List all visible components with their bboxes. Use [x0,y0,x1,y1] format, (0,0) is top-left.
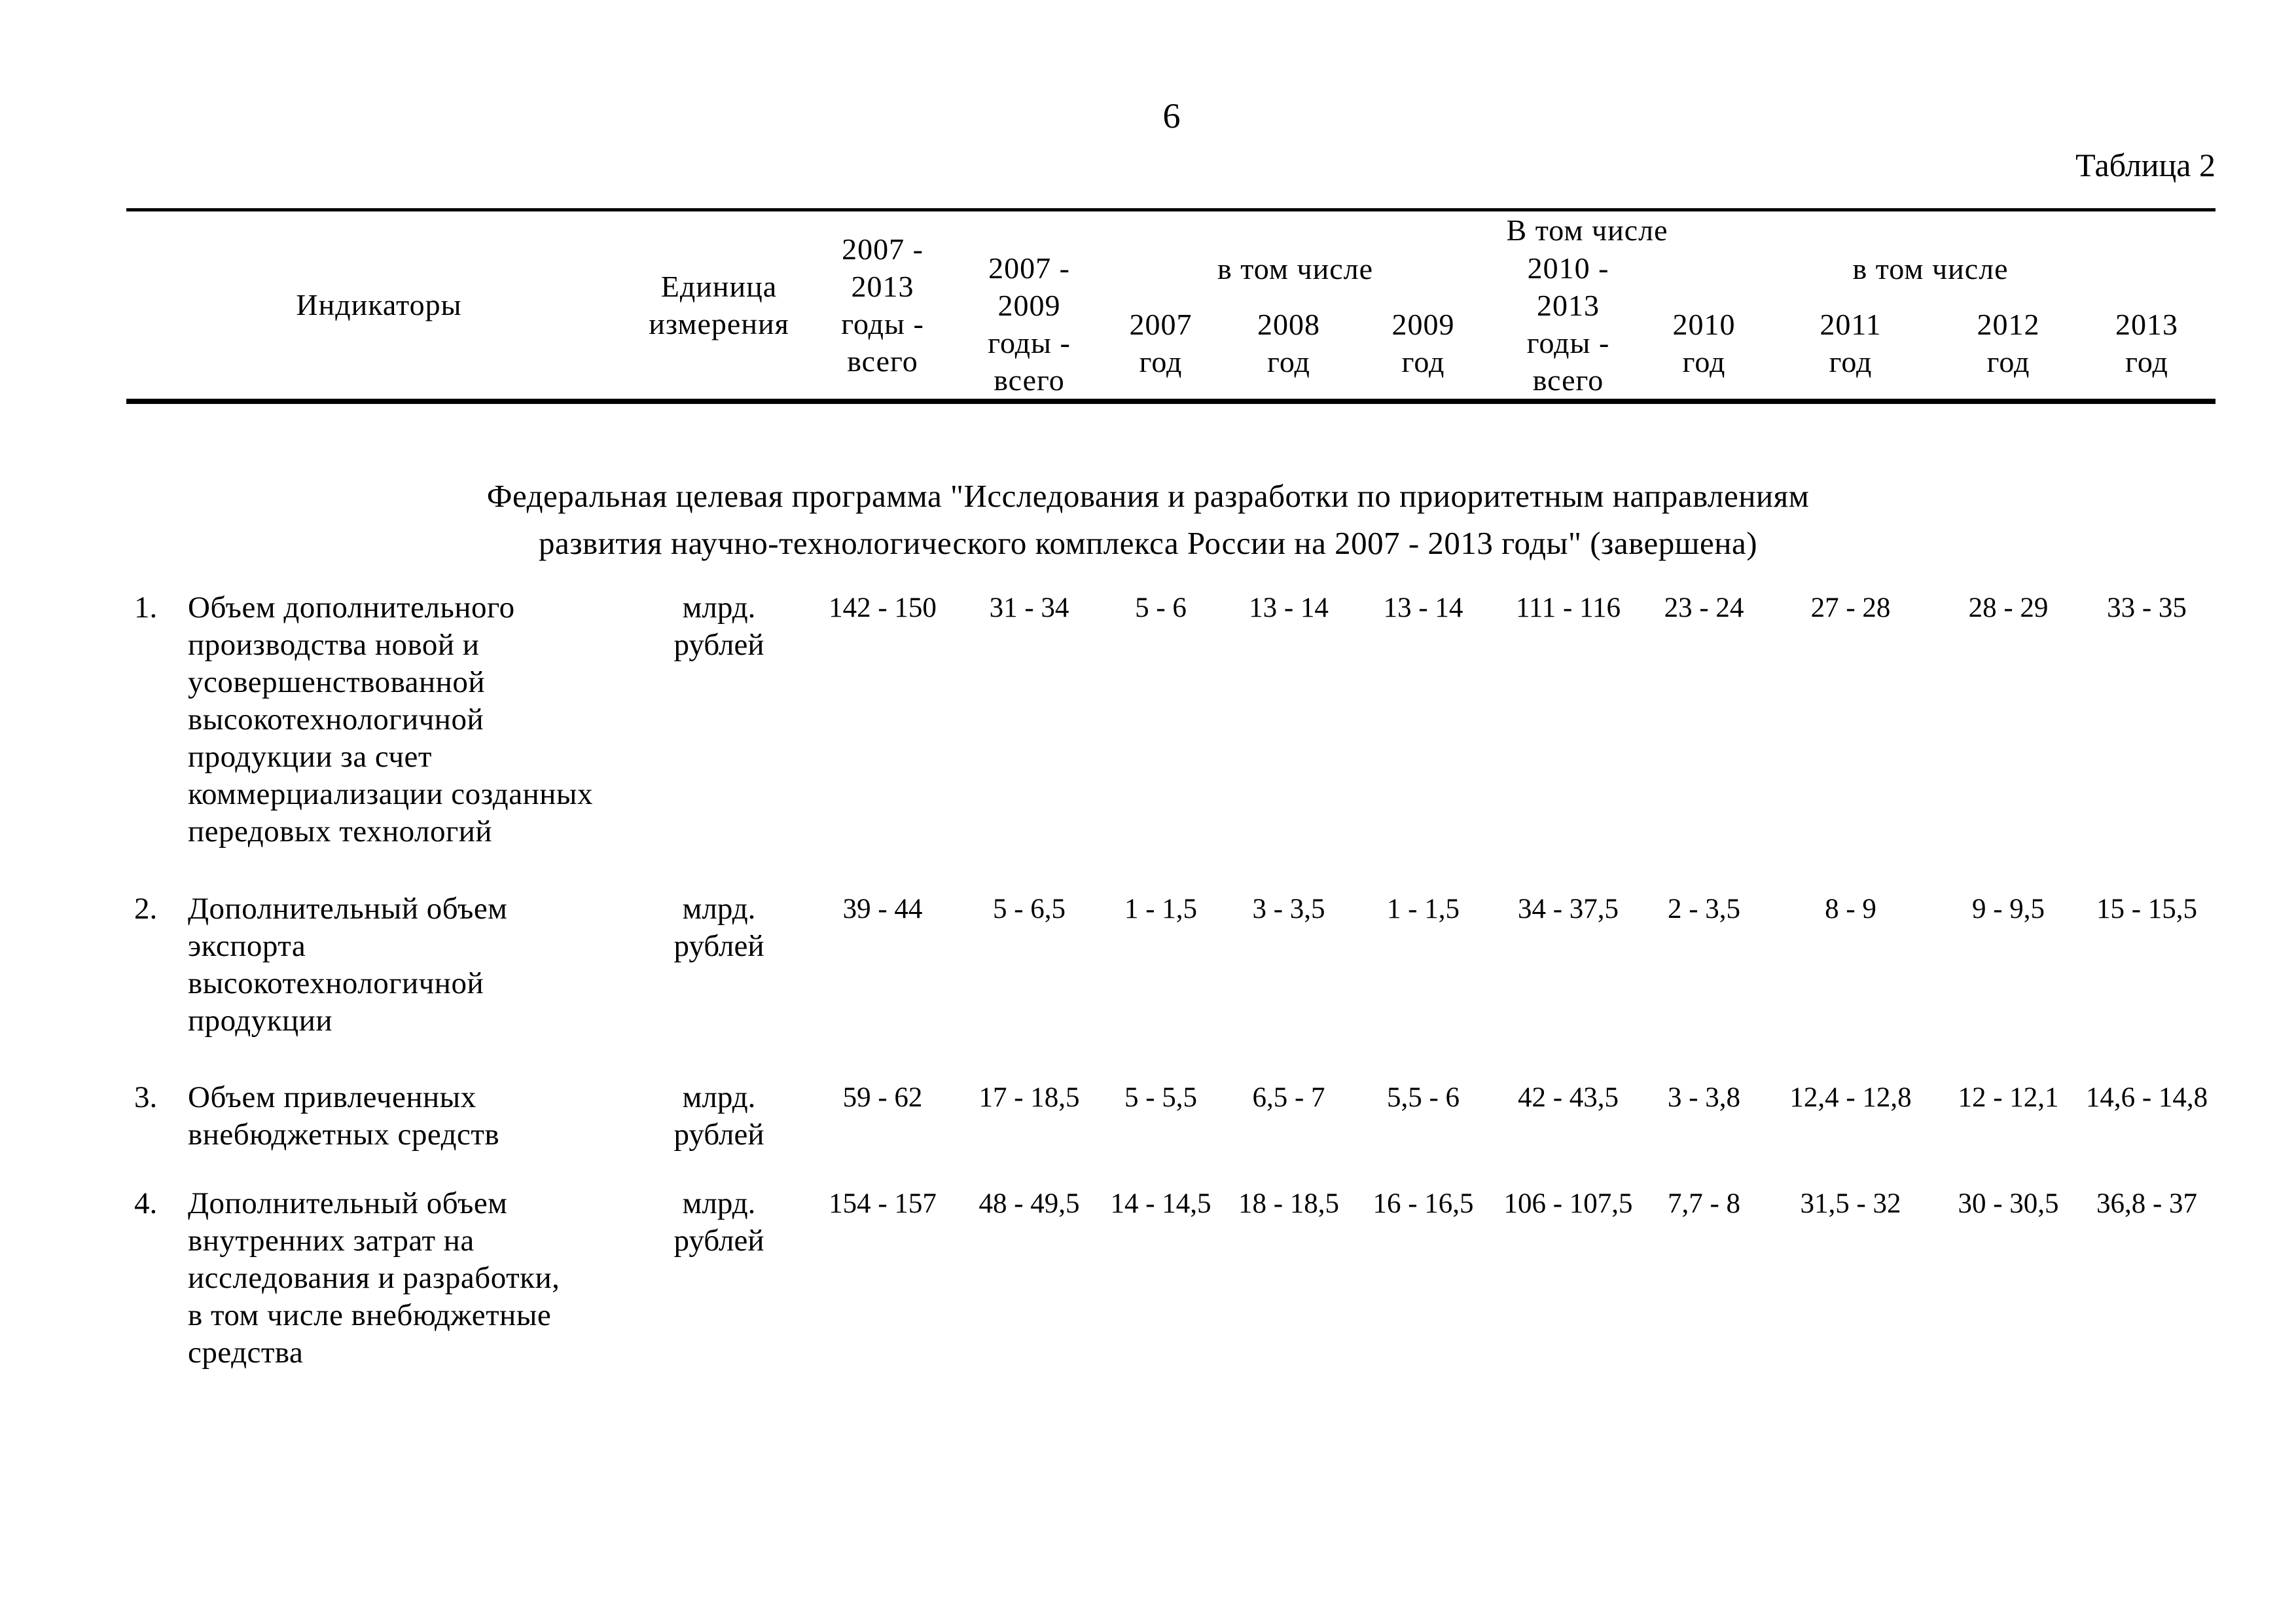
value-cell: 23 - 24 [1664,593,1744,623]
value-cell: 1 - 1,5 [1124,894,1198,924]
header-including-2007-2009: в том числе [1217,251,1373,285]
value-cell: 34 - 37,5 [1517,894,1619,924]
value-cell: 31 - 34 [989,593,1069,623]
row-indicator: Дополнительный объем экспорта высокотехн… [188,892,508,1038]
value-cell: 48 - 49,5 [978,1188,1080,1219]
value-cell: 42 - 43,5 [1517,1082,1619,1113]
row-indicator: Объем привлеченных внебюджетных средств [188,1080,500,1152]
page-number: 6 [1162,96,1181,136]
header-year-2009: 2009 год [1391,308,1455,378]
value-cell: 18 - 18,5 [1238,1188,1340,1219]
row-indicator: Дополнительный объем внутренних затрат н… [188,1186,560,1370]
row-number: 1. [134,591,158,625]
value-cell: 28 - 29 [1968,593,2049,623]
header-year-2008: 2008 год [1257,308,1320,378]
value-cell: 14 - 14,5 [1110,1188,1211,1219]
row-number: 4. [134,1186,158,1220]
value-cell: 111 - 116 [1515,593,1621,623]
value-cell: 106 - 107,5 [1503,1188,1633,1219]
value-cell: 9 - 9,5 [1971,894,2045,924]
indicators-table-header: Индикаторы Единица измерения 2007 - 2013… [126,208,2216,404]
header-total-2007-2013: 2007 - 2013 годы - всего [841,232,924,378]
value-cell: 30 - 30,5 [1958,1188,2059,1219]
value-cell: 59 - 62 [842,1082,923,1113]
value-cell: 14,6 - 14,8 [2085,1082,2208,1113]
value-cell: 17 - 18,5 [978,1082,1080,1113]
value-cell: 1 - 1,5 [1386,894,1460,924]
row-number: 3. [134,1080,158,1114]
header-year-2013: 2013 год [2115,308,2178,378]
value-cell: 16 - 16,5 [1372,1188,1474,1219]
value-cell: 6,5 - 7 [1252,1082,1325,1113]
header-including-2010-2013: в том числе [1852,251,2009,285]
header-unit: Единица измерения [649,269,789,340]
value-cell: 142 - 150 [829,593,937,623]
row-unit: млрд. рублей [673,892,764,963]
header-year-2011: 2011 год [1820,308,1882,378]
header-total-2010-2013: 2010 - 2013 годы - всего [1526,251,1610,397]
header-total-2007-2009: 2007 - 2009 годы - всего [988,251,1071,397]
value-cell: 13 - 14 [1383,593,1463,623]
value-cell: 36,8 - 37 [2096,1188,2198,1219]
row-unit: млрд. рублей [673,591,764,662]
value-cell: 13 - 14 [1249,593,1329,623]
table-caption: Таблица 2 [2075,147,2215,183]
value-cell: 12 - 12,1 [1958,1082,2059,1113]
value-cell: 12,4 - 12,8 [1789,1082,1912,1113]
row-indicator: Объем дополнительного производства новой… [188,591,593,848]
row-number: 2. [134,892,158,926]
value-cell: 39 - 44 [842,894,923,924]
value-cell: 31,5 - 32 [1800,1188,1901,1219]
value-cell: 33 - 35 [2107,593,2187,623]
value-cell: 5,5 - 6 [1386,1082,1460,1113]
header-indicators: Индикаторы [296,288,462,322]
value-cell: 7,7 - 8 [1667,1188,1741,1219]
value-cell: 8 - 9 [1825,894,1876,924]
value-cell: 3 - 3,8 [1667,1082,1741,1113]
value-cell: 5 - 6 [1135,593,1187,623]
header-year-2010: 2010 год [1672,308,1736,378]
row-unit: млрд. рублей [673,1186,764,1258]
program-title: Федеральная целевая программа "Исследова… [486,478,1810,561]
value-cell: 5 - 5,5 [1124,1082,1198,1113]
header-including-upper: В том числе [1506,213,1668,247]
value-cell: 27 - 28 [1810,593,1891,623]
value-cell: 154 - 157 [829,1188,937,1219]
value-cell: 15 - 15,5 [2096,894,2198,924]
header-year-2012: 2012 год [1977,308,2040,378]
header-year-2007: 2007 год [1129,308,1193,378]
value-cell: 5 - 6,5 [992,894,1066,924]
row-unit: млрд. рублей [673,1080,764,1152]
value-cell: 2 - 3,5 [1667,894,1741,924]
value-cell: 3 - 3,5 [1252,894,1325,924]
